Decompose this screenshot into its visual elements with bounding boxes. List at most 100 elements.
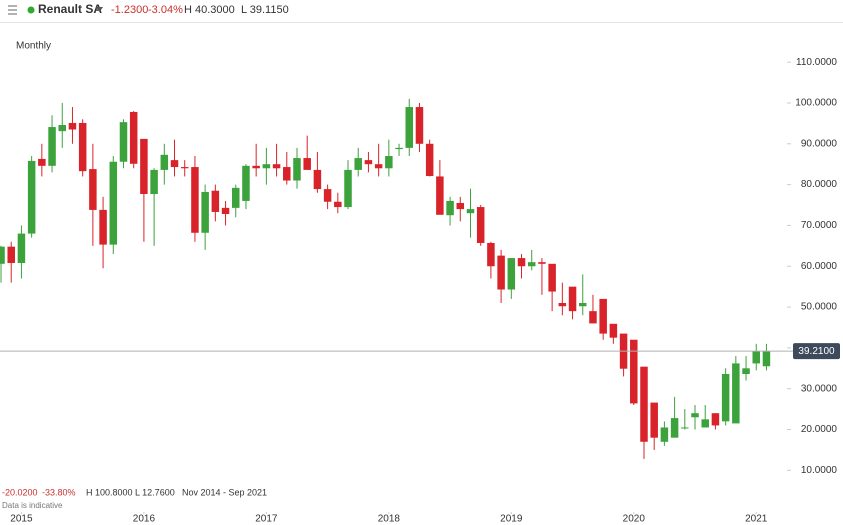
candle-body — [180, 167, 189, 169]
candle-body — [7, 246, 15, 263]
y-tick-label: 50.0000 — [801, 302, 838, 313]
y-tick-label: 10.0000 — [801, 465, 838, 476]
candle-body — [374, 164, 383, 169]
x-tick-label: 2017 — [255, 514, 278, 525]
interval-label: Monthly — [16, 41, 51, 52]
candle-body — [405, 107, 414, 148]
candle-body — [670, 418, 679, 438]
candle-body — [99, 209, 107, 245]
candle-body — [78, 122, 87, 172]
candle-body — [589, 311, 597, 324]
candle-body — [68, 122, 77, 130]
candle-body — [599, 298, 607, 334]
candle-body — [650, 402, 658, 438]
candle-body — [395, 147, 403, 150]
candle-body — [170, 160, 179, 168]
candle-body — [660, 427, 669, 442]
candle-body — [456, 202, 465, 210]
x-tick-label: 2019 — [500, 514, 523, 525]
y-tick-label: 110.0000 — [796, 57, 837, 68]
candle-body — [446, 200, 454, 216]
footer-range: Nov 2014 - Sep 2021 — [182, 487, 267, 497]
footer-change-pct: -33.80% — [42, 487, 76, 497]
candle-body — [415, 107, 424, 144]
x-tick-label: 2015 — [10, 514, 33, 525]
header-low: L 39.1150 — [241, 4, 289, 16]
dropdown-arrow[interactable] — [96, 7, 103, 12]
candle-body — [58, 125, 67, 132]
menu-icon[interactable] — [8, 5, 17, 15]
candle-body — [425, 143, 434, 177]
candle-body — [436, 176, 444, 215]
footer-note: Data is indicative — [2, 501, 63, 510]
candle-body — [721, 374, 730, 422]
instrument-name[interactable]: Renault SA — [38, 2, 102, 16]
candle-body — [466, 209, 475, 214]
candle-body — [711, 413, 720, 426]
candle-body — [579, 302, 587, 307]
candle-body — [691, 413, 699, 418]
candle-body — [334, 201, 342, 208]
candle-body — [507, 258, 516, 290]
x-tick-label: 2018 — [378, 514, 401, 525]
last-price-label: 39.2100 — [798, 346, 835, 357]
candle-body — [150, 169, 158, 194]
candle-body — [640, 366, 648, 442]
footer-high: H 100.8000 — [86, 487, 133, 497]
candle-body — [129, 111, 138, 164]
header-bar — [0, 0, 843, 22]
candle-body — [191, 167, 199, 233]
candle-body — [517, 258, 526, 267]
header-change: -1.2300 — [111, 4, 148, 16]
candle-body — [476, 207, 485, 243]
candle-body — [160, 154, 169, 170]
candle-body — [119, 122, 128, 162]
candle-body — [252, 165, 260, 169]
candle-body — [272, 164, 281, 169]
candle-body — [17, 233, 26, 263]
candle-body — [344, 169, 352, 208]
status-dot — [27, 6, 35, 14]
candle-body — [527, 262, 536, 267]
y-tick-label: 30.0000 — [801, 383, 838, 394]
y-tick-label: 90.0000 — [801, 138, 838, 149]
candle-body — [548, 263, 556, 292]
candle-body — [303, 158, 311, 170]
footer-change: -20.0200 — [2, 487, 38, 497]
y-tick-label: 100.0000 — [795, 98, 837, 109]
x-tick-label: 2016 — [133, 514, 156, 525]
candle-body — [354, 158, 362, 170]
candle-body — [630, 339, 638, 404]
y-tick-label: 70.0000 — [801, 220, 838, 231]
candle-body — [313, 169, 322, 190]
candle-body — [568, 286, 577, 312]
candle-body — [221, 207, 230, 214]
candle-body — [323, 189, 332, 202]
candle-body — [27, 160, 36, 234]
candle-body — [609, 323, 618, 338]
candle-body — [201, 191, 209, 233]
candle-body — [38, 158, 46, 166]
candle-body — [140, 138, 148, 194]
y-tick-label: 80.0000 — [801, 179, 838, 190]
candle-body — [89, 169, 97, 210]
candle-body — [762, 351, 771, 367]
candle-body — [701, 419, 709, 428]
candle-body — [681, 427, 689, 429]
y-tick-label: 20.0000 — [801, 424, 838, 435]
candle-body — [211, 190, 220, 212]
candle-body — [385, 156, 393, 169]
candle-body — [732, 363, 740, 424]
last-price-box — [793, 343, 840, 360]
candle-body — [558, 302, 567, 307]
candle-body — [232, 187, 240, 208]
candle-body — [742, 368, 750, 375]
candle-body — [364, 160, 373, 165]
candle-body — [283, 167, 291, 181]
footer-low: L 12.7600 — [135, 487, 175, 497]
x-tick-label: 2020 — [623, 514, 646, 525]
header-change-pct: -3.04% — [148, 4, 183, 16]
y-tick-label: 60.0000 — [801, 261, 838, 272]
